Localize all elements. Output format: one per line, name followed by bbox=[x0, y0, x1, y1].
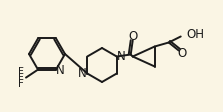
Text: F: F bbox=[18, 79, 24, 89]
Text: N: N bbox=[117, 50, 126, 63]
Text: O: O bbox=[128, 30, 137, 43]
Text: N: N bbox=[78, 67, 87, 80]
Text: OH: OH bbox=[187, 28, 205, 41]
Text: F: F bbox=[18, 73, 24, 83]
Text: N: N bbox=[56, 64, 64, 77]
Text: O: O bbox=[177, 47, 186, 60]
Text: F: F bbox=[18, 67, 24, 77]
